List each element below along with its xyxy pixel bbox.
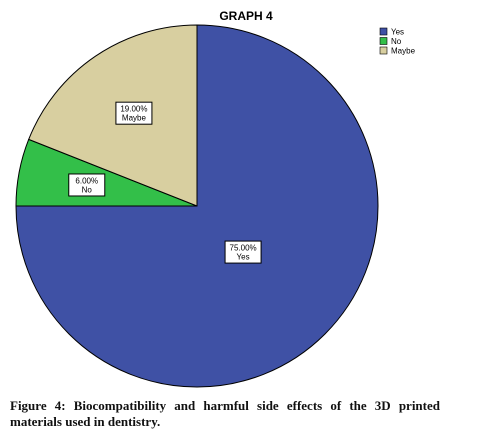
legend-swatch: [379, 37, 388, 45]
chart-title: GRAPH 4: [219, 9, 273, 23]
legend-label: No: [391, 37, 402, 46]
slice-label-box: [115, 101, 153, 125]
legend-label: Maybe: [391, 47, 416, 56]
slice-label-no: 6.00%No: [68, 173, 106, 197]
slice-label-category: Yes: [237, 253, 250, 262]
slice-label-maybe: 19.00%Maybe: [115, 101, 153, 125]
slice-labels: 75.00%Yes 6.00%No 19.00%Maybe: [68, 101, 262, 264]
legend-swatch: [379, 27, 388, 36]
slice-label-box: [68, 173, 106, 197]
legend-entry-no: No: [379, 37, 402, 46]
slice-label-category: No: [82, 185, 93, 194]
slice-label-box: [224, 240, 262, 264]
slice-label-value: 6.00%: [75, 176, 98, 185]
pie-slices: [15, 24, 379, 388]
slice-label-category: Maybe: [122, 114, 147, 123]
slice-label-yes: 75.00%Yes: [224, 240, 262, 264]
legend-swatch: [379, 46, 388, 55]
pie-slice-yes: [15, 24, 379, 388]
figure-caption: Figure 4: Biocompatibility and harmful s…: [10, 398, 440, 429]
slice-label-value: 75.00%: [230, 244, 257, 253]
legend-label: Yes: [391, 28, 404, 37]
legend-entry-yes: Yes: [379, 27, 404, 37]
legend-entry-maybe: Maybe: [379, 46, 416, 56]
slice-label-value: 19.00%: [120, 105, 147, 114]
pie-slice-maybe: [28, 24, 198, 207]
